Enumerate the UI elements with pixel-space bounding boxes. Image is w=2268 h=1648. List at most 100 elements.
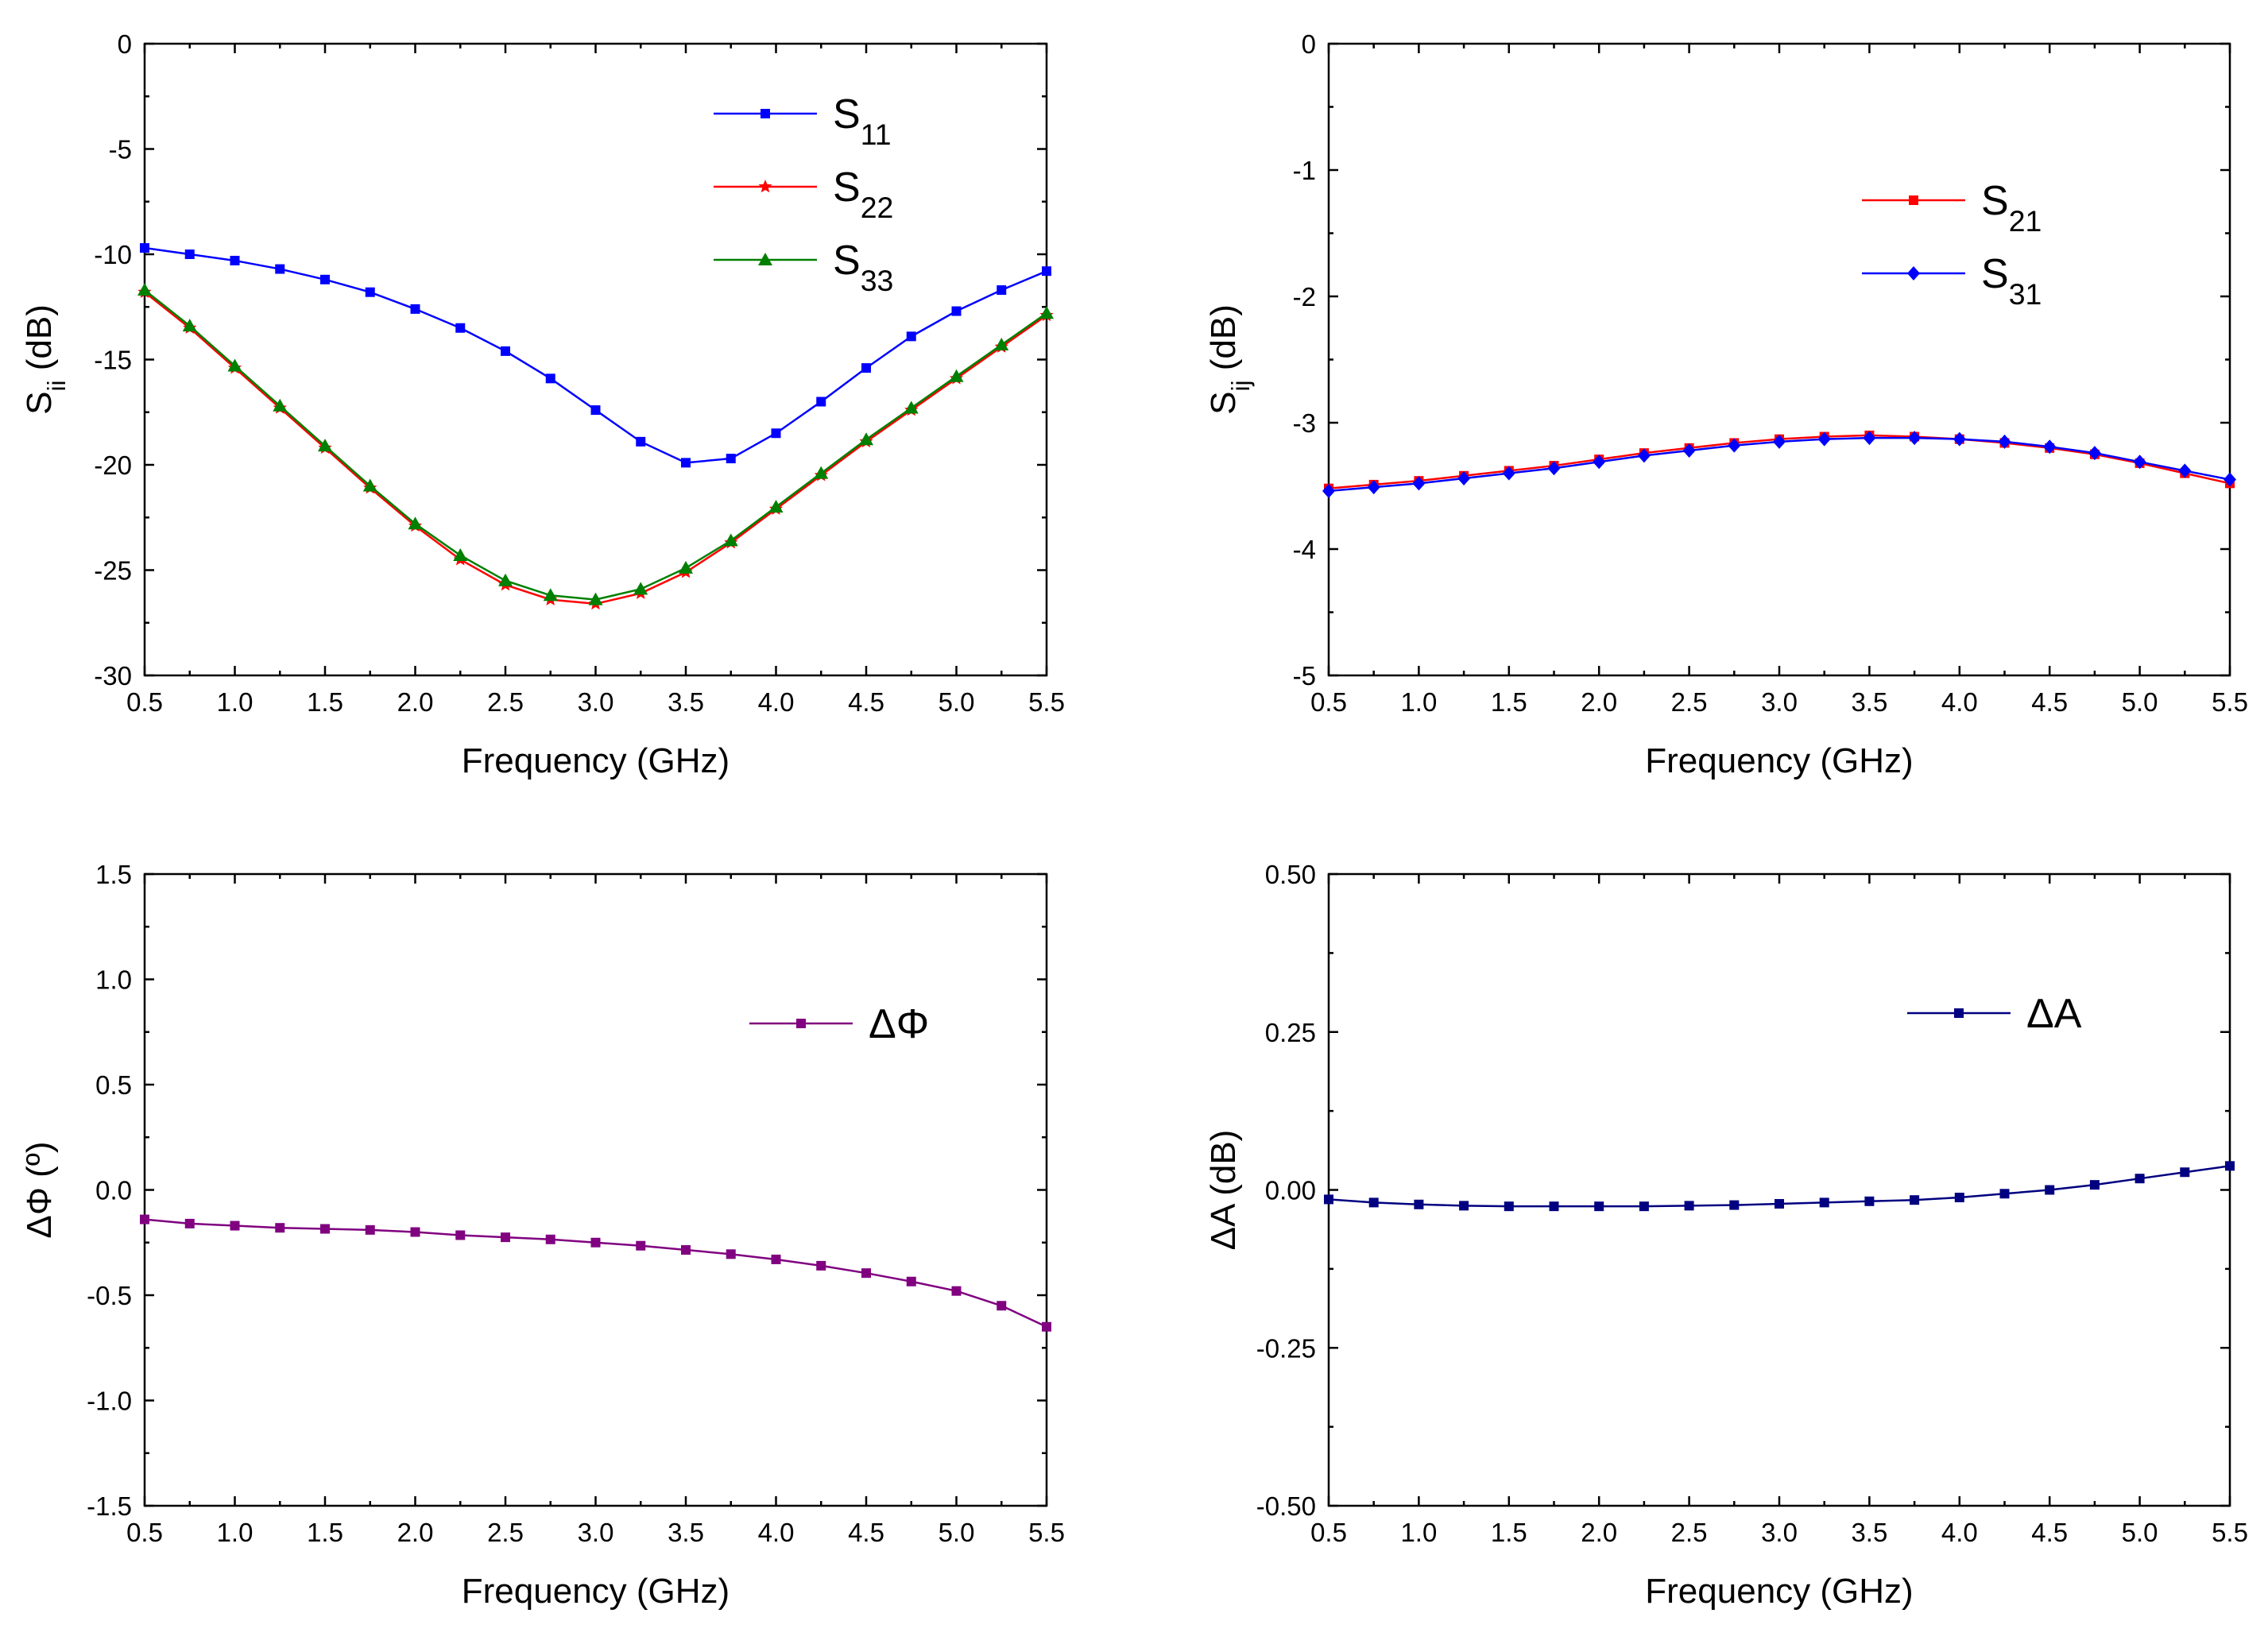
data-point bbox=[2180, 1167, 2190, 1178]
y-axis-label-suffix: (dB) bbox=[20, 304, 59, 380]
y-tick-label: -0.25 bbox=[1256, 1333, 1316, 1363]
x-tick-label: 1.5 bbox=[307, 687, 343, 717]
data-point bbox=[1863, 431, 1876, 446]
x-tick-label: 5.5 bbox=[1028, 687, 1065, 717]
x-tick-label: 1.0 bbox=[217, 687, 254, 717]
data-point bbox=[275, 1223, 285, 1233]
legend-marker bbox=[758, 253, 772, 265]
data-point bbox=[365, 1224, 375, 1235]
y-tick-label: 1.5 bbox=[95, 860, 132, 889]
data-point bbox=[1042, 266, 1051, 277]
data-point bbox=[1953, 431, 1966, 447]
x-tick-label: 0.5 bbox=[1310, 1518, 1347, 1547]
legend-entry: S21 bbox=[1862, 178, 2042, 238]
data-point bbox=[1773, 434, 1786, 449]
y-tick-label: 0 bbox=[118, 29, 132, 59]
data-point bbox=[545, 1234, 555, 1244]
data-point bbox=[320, 274, 330, 284]
legend-label-base: S bbox=[1981, 178, 2009, 224]
series-S31 bbox=[1322, 431, 2236, 498]
x-tick-label: 4.5 bbox=[2031, 1518, 2068, 1547]
data-point bbox=[1459, 1201, 1469, 1211]
legend-label: S21 bbox=[1981, 178, 2042, 238]
x-tick-label: 3.0 bbox=[578, 687, 614, 717]
data-point bbox=[543, 588, 558, 602]
x-tick-label: 0.5 bbox=[126, 687, 163, 717]
data-point bbox=[1368, 1197, 1379, 1208]
x-tick-label: 5.0 bbox=[2122, 687, 2158, 717]
data-point bbox=[318, 439, 332, 452]
plot-frame bbox=[1327, 42, 2231, 677]
data-point bbox=[723, 533, 738, 547]
y-axis-label-sub: ij bbox=[1226, 380, 1255, 391]
y-axis-label-base: ΔA (dB) bbox=[1204, 1130, 1243, 1251]
data-point bbox=[140, 243, 149, 253]
data-point bbox=[1910, 1195, 1920, 1205]
series-line bbox=[144, 1218, 1047, 1328]
y-axis-label-sub: ii bbox=[42, 380, 71, 391]
series-line bbox=[144, 246, 1047, 464]
plot-frame bbox=[143, 872, 1048, 1507]
x-tick-label: 2.0 bbox=[397, 687, 434, 717]
data-point bbox=[1504, 1201, 1514, 1212]
data-point bbox=[410, 1227, 420, 1237]
data-point bbox=[1864, 1196, 1875, 1206]
x-tick-label: 2.0 bbox=[1581, 687, 1617, 717]
data-point bbox=[545, 373, 555, 384]
x-axis-label: Frequency (GHz) bbox=[1645, 1572, 1913, 1611]
x-axis-label: Frequency (GHz) bbox=[1645, 741, 1913, 780]
x-tick-label: 3.0 bbox=[1761, 687, 1798, 717]
data-point bbox=[633, 582, 648, 595]
data-point bbox=[1684, 1201, 1694, 1211]
data-point bbox=[1549, 1201, 1559, 1212]
data-point bbox=[816, 397, 826, 407]
y-axis-label: Sij (dB) bbox=[1204, 304, 1255, 415]
y-tick-label: -10 bbox=[94, 240, 132, 269]
y-tick-label: -15 bbox=[94, 346, 132, 375]
x-tick-label: 4.0 bbox=[758, 687, 795, 717]
data-point bbox=[906, 1276, 916, 1286]
amplitude-difference-panel: 0.5 1.0 1.5 2.0 2.5 3.0 3.5 4.0 4.5 5.0 5.5 0.50 0.2… bbox=[1204, 860, 2248, 1611]
data-point bbox=[906, 331, 916, 342]
y-tick-label: -5 bbox=[1293, 661, 1316, 691]
data-point bbox=[2088, 446, 2101, 461]
x-tick-label: 5.5 bbox=[2212, 687, 2248, 717]
legend-label: S11 bbox=[833, 91, 892, 151]
data-point bbox=[2089, 1180, 2100, 1190]
y-tick-label: -1 bbox=[1293, 156, 1316, 185]
y-tick-label: 0.00 bbox=[1265, 1176, 1316, 1205]
legend-label-base: S bbox=[833, 91, 861, 137]
data-point bbox=[227, 358, 242, 372]
data-point bbox=[768, 500, 784, 513]
x-tick-label: 5.0 bbox=[939, 687, 975, 717]
legend-entry: S31 bbox=[1862, 251, 2042, 311]
y-tick-label: -1.5 bbox=[87, 1491, 132, 1521]
data-point bbox=[410, 304, 420, 314]
data-point bbox=[771, 428, 781, 439]
x-tick-label: 2.5 bbox=[1671, 687, 1708, 717]
data-point bbox=[320, 1224, 330, 1234]
x-tick-label: 5.5 bbox=[2212, 1518, 2248, 1547]
legend-label-base: S bbox=[833, 238, 861, 284]
data-point bbox=[184, 1218, 195, 1228]
data-point bbox=[1412, 476, 1426, 491]
data-point bbox=[861, 363, 871, 373]
data-point bbox=[997, 1301, 1007, 1311]
data-point bbox=[951, 1286, 962, 1296]
data-point bbox=[861, 1268, 871, 1279]
legend-label-base: ΔA bbox=[2026, 991, 2082, 1037]
data-point bbox=[1954, 1193, 1964, 1203]
data-point bbox=[726, 454, 736, 464]
data-point bbox=[859, 432, 873, 446]
legend-label: S31 bbox=[1981, 251, 2042, 311]
legend-entry: ΔΦ bbox=[749, 1001, 929, 1047]
legend-label-base: S bbox=[1981, 251, 2009, 297]
data-point bbox=[455, 1230, 466, 1240]
data-point bbox=[498, 573, 513, 586]
data-point bbox=[408, 516, 423, 530]
y-tick-label: -0.5 bbox=[87, 1281, 132, 1310]
data-point bbox=[273, 398, 288, 412]
x-tick-label: 1.5 bbox=[1491, 1518, 1527, 1547]
data-point bbox=[182, 319, 197, 332]
